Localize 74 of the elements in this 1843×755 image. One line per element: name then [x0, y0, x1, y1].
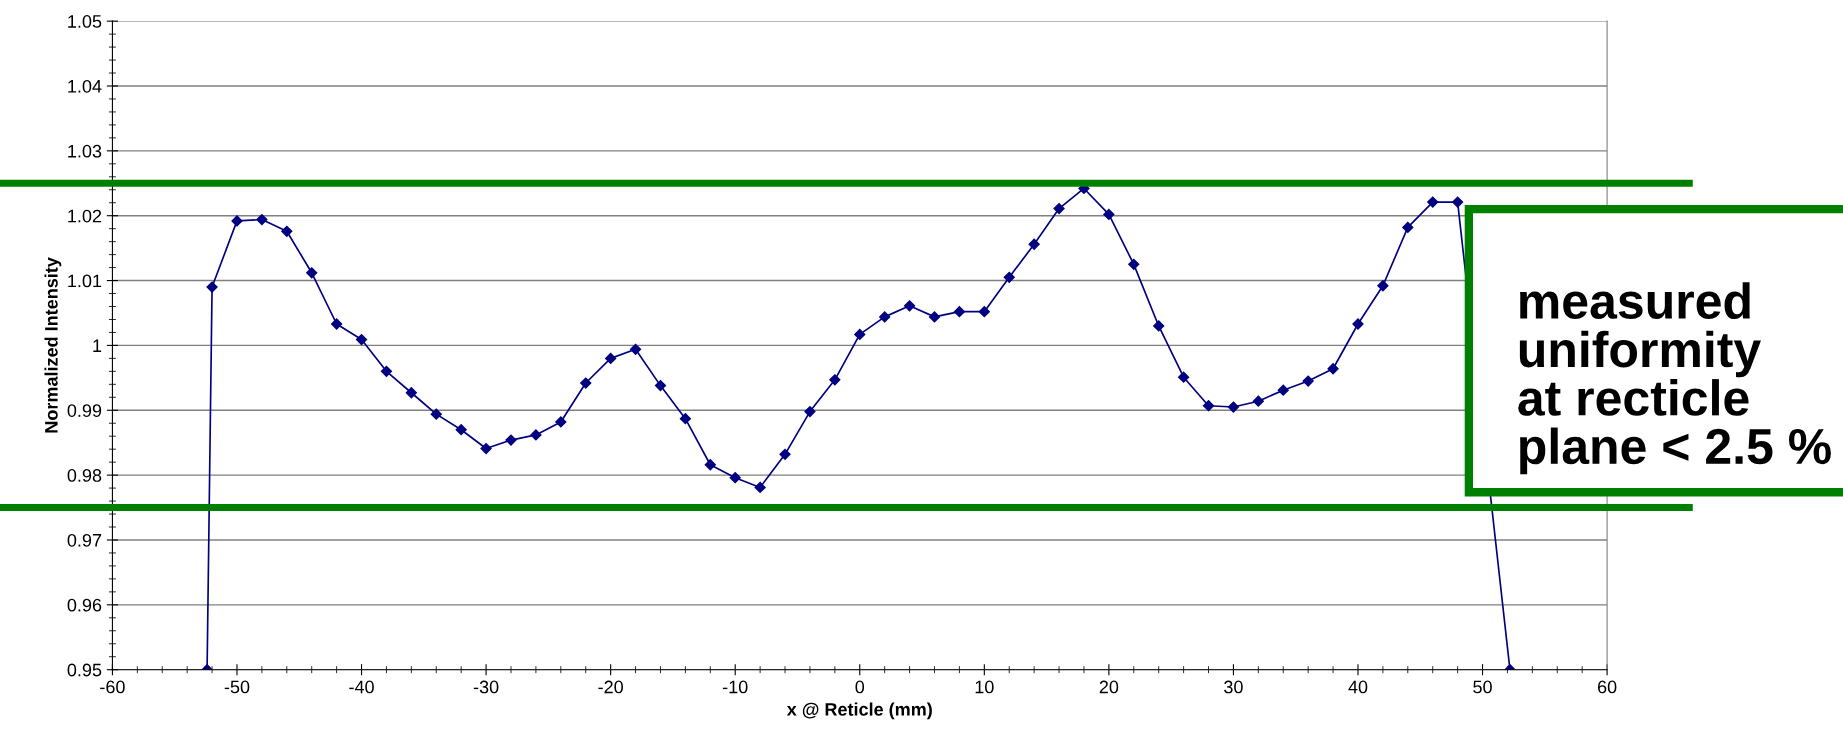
- y-axis-title: Normalized Intensity: [44, 257, 62, 433]
- point: [1227, 401, 1240, 413]
- point: [1153, 320, 1165, 332]
- point: [380, 365, 393, 377]
- y-tick-label: 0.97: [67, 533, 102, 547]
- x-tick-label: -30: [473, 680, 499, 694]
- point: [555, 416, 567, 428]
- point: [256, 213, 268, 226]
- point: [1277, 384, 1289, 396]
- point: [804, 405, 816, 418]
- y-tick-label: 0.96: [67, 598, 102, 612]
- point: [654, 380, 667, 392]
- y-tick-label: 1.02: [68, 209, 102, 223]
- point: [1028, 238, 1040, 250]
- point: [480, 442, 492, 455]
- x-tick-label: 50: [1473, 680, 1492, 694]
- x-tick-label: 10: [975, 680, 994, 694]
- point: [953, 306, 966, 318]
- y-tick-label: 1: [93, 339, 102, 352]
- annotation: measured uniformity at recticle plane < 2.5 %: [1518, 282, 1831, 475]
- x-tick-label: -60: [100, 680, 125, 694]
- point: [455, 424, 467, 436]
- y-tick-label: 0.98: [67, 469, 102, 482]
- point: [1178, 371, 1190, 383]
- point: [231, 215, 243, 227]
- y-tick-label: 1.04: [68, 79, 102, 93]
- point: [405, 387, 417, 399]
- point: [1202, 400, 1215, 412]
- point: [281, 225, 293, 237]
- point: [829, 374, 841, 386]
- point: [1452, 196, 1464, 208]
- x-tick-label: 20: [1099, 680, 1119, 694]
- point: [1053, 202, 1065, 215]
- x-tick-label: -20: [598, 680, 623, 694]
- point: [928, 311, 941, 323]
- point: [580, 377, 592, 389]
- y-tick-label: 1.01: [68, 274, 102, 288]
- x-axis-title: x @ Reticle (mm): [786, 702, 932, 720]
- point: [306, 267, 318, 279]
- x-tick-label: 40: [1348, 680, 1368, 694]
- point: [779, 448, 791, 460]
- point: [879, 311, 891, 323]
- point: [729, 472, 741, 484]
- x-tick-label: -10: [722, 680, 748, 694]
- y-tick-label: 1.03: [68, 144, 102, 158]
- point: [903, 300, 916, 312]
- y-tick-label: 0.95: [67, 663, 102, 677]
- y-tick-label: 0.99: [67, 404, 102, 417]
- point: [1003, 271, 1015, 283]
- point: [331, 318, 343, 330]
- point: [355, 333, 368, 346]
- point: [1377, 280, 1389, 292]
- point: [754, 481, 766, 494]
- point: [629, 343, 642, 355]
- point: [1402, 221, 1414, 233]
- point: [1252, 395, 1264, 407]
- point: [530, 429, 542, 441]
- point: [679, 413, 691, 425]
- point: [978, 306, 990, 318]
- x-tick-label: 60: [1597, 680, 1617, 694]
- point: [854, 328, 866, 340]
- point: [704, 459, 716, 471]
- x-tick-label: 30: [1224, 680, 1243, 694]
- x-tick-label: -50: [224, 680, 250, 694]
- point: [605, 352, 617, 364]
- x-tick-label: 0: [855, 680, 865, 694]
- point: [1302, 375, 1314, 387]
- point: [1327, 363, 1339, 375]
- y-tick-label: 1.05: [68, 15, 102, 28]
- point: [1128, 258, 1140, 270]
- point: [430, 408, 442, 420]
- point: [1103, 208, 1115, 221]
- point: [1427, 196, 1439, 208]
- x-tick-label: -40: [349, 680, 374, 694]
